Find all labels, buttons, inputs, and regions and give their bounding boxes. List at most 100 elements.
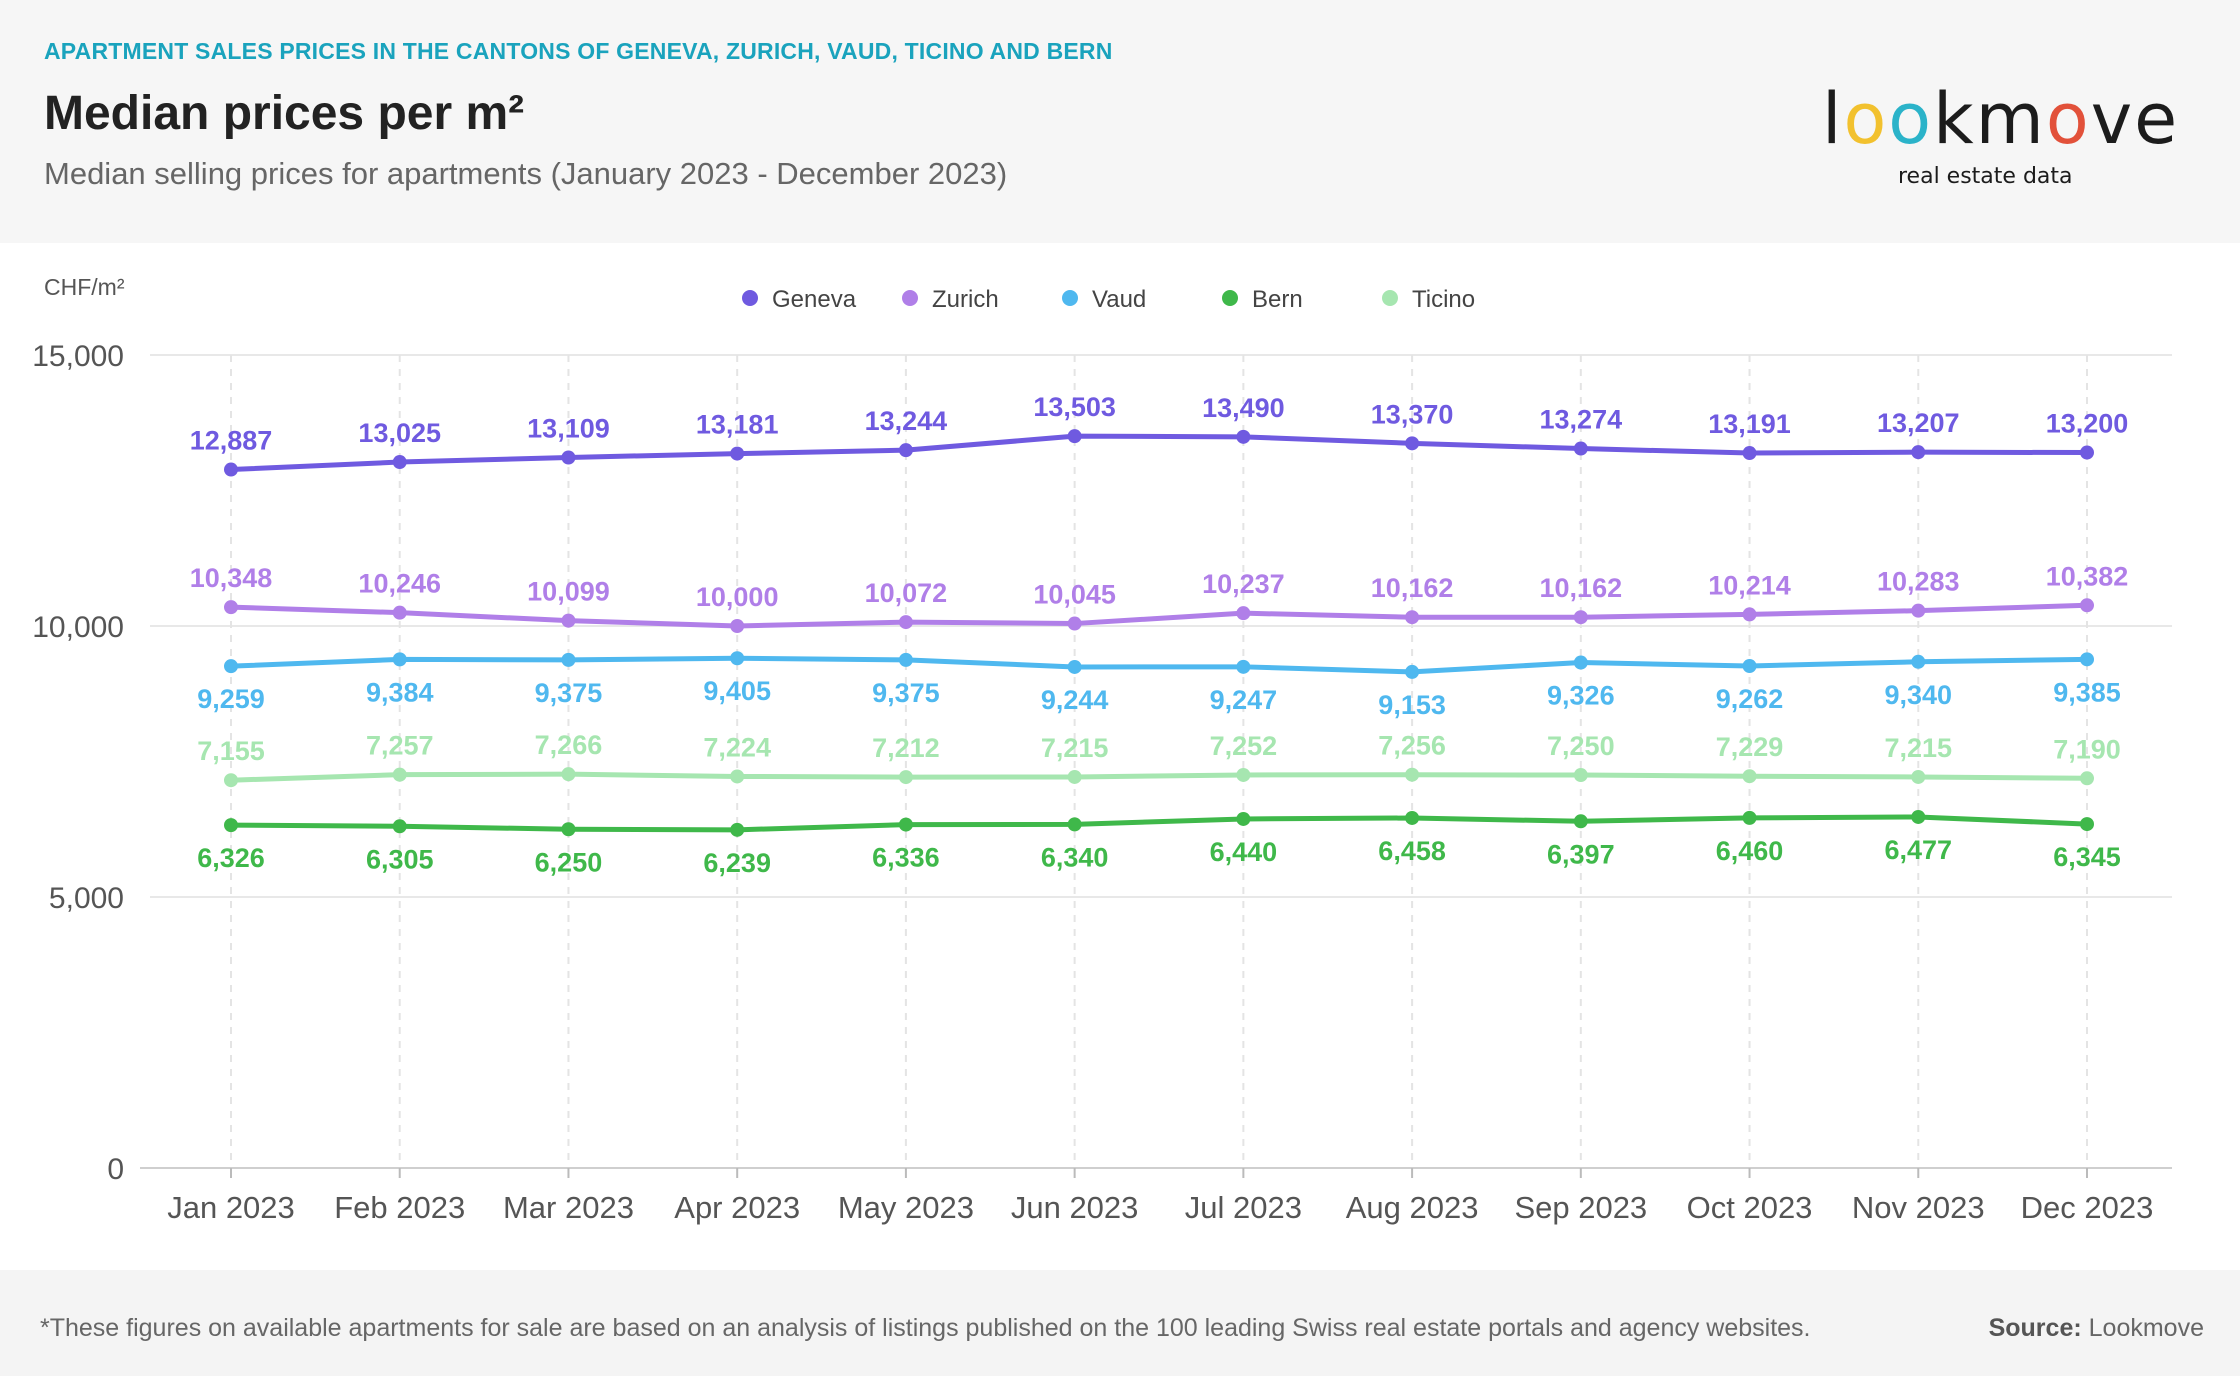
data-point [1573,768,1588,783]
data-point [1573,655,1588,670]
legend-label: Geneva [772,286,857,313]
data-point [730,446,745,461]
logo-letter: v [2090,78,2135,160]
data-label: 13,244 [865,406,948,436]
data-point [1742,769,1757,784]
data-label: 13,274 [1540,405,1623,435]
data-point [1067,659,1082,674]
header: APARTMENT SALES PRICES IN THE CANTONS OF… [0,0,2240,243]
source-label: Source: [1988,1314,2082,1342]
y-tick-label: 10,000 [32,611,124,644]
line-chart: 0 5,000 10,000 15,000 Jan 2023 Feb 2023 Mar 20… [32,274,2172,1225]
footer: *These figures on available apartments f… [0,1270,2240,1376]
data-point [1067,429,1082,444]
data-label: 9,326 [1547,681,1615,711]
data-label: 7,155 [197,736,265,766]
data-point [224,462,238,477]
chart-subtitle: Median selling prices for apartments (Ja… [44,156,1008,191]
legend-label: Ticino [1412,286,1475,313]
data-label: 10,246 [358,569,441,599]
data-point [1405,767,1420,782]
data-label: 7,252 [1210,731,1278,761]
data-label: 10,348 [190,563,273,593]
data-point [1573,441,1588,456]
data-point [1067,769,1082,784]
data-label: 9,244 [1041,685,1109,715]
source-value: Lookmove [2088,1314,2204,1342]
x-tick-label: Nov 2023 [1852,1190,1985,1225]
data-label: 13,207 [1877,408,1960,438]
data-label: 7,224 [703,732,771,762]
data-label: 13,370 [1371,399,1454,429]
y-tick-label: 5,000 [49,882,124,915]
data-label: 9,405 [703,676,771,706]
data-label: 13,490 [1202,393,1285,423]
data-label: 9,384 [366,677,434,707]
data-label: 13,025 [358,418,441,448]
chart-supertitle: APARTMENT SALES PRICES IN THE CANTONS OF… [44,38,1113,64]
data-point [392,819,407,834]
series-line [228,602,2090,629]
series-line [228,433,2090,473]
data-point [1067,616,1082,631]
data-label: 6,458 [1378,836,1446,866]
data-label: 13,503 [1033,392,1116,422]
data-point [1236,429,1251,444]
data-point [224,600,238,615]
data-label: 13,200 [2046,409,2129,439]
data-point [730,651,745,666]
data-point [224,659,238,674]
x-tick-label: Oct 2023 [1687,1190,1813,1225]
data-label: 10,162 [1540,573,1623,603]
x-tick-label: Jan 2023 [167,1190,295,1225]
logo-letter: l [1822,78,1844,160]
data-point [2080,771,2094,786]
data-label: 9,153 [1378,690,1446,720]
data-point [1742,658,1757,673]
data-label: 9,375 [535,678,603,708]
data-point [561,767,576,782]
x-tick-label: Jun 2023 [1011,1190,1139,1225]
logo-tagline: real estate data [1898,164,2073,189]
data-label: 10,382 [2046,561,2129,591]
data-point [1405,610,1420,625]
legend-marker [742,290,758,306]
data-point [1911,769,1926,784]
data-point [2080,598,2094,613]
data-label: 9,375 [872,678,940,708]
data-label: 7,250 [1547,731,1615,761]
legend-marker [1382,290,1398,306]
data-point [392,652,407,667]
data-point [730,769,745,784]
legend-label: Bern [1252,286,1303,313]
x-tick-label: Jul 2023 [1185,1190,1302,1225]
data-label: 7,229 [1716,732,1784,762]
data-label: 10,099 [527,577,610,607]
data-label: 7,257 [366,731,434,761]
data-point [224,818,238,833]
data-label: 6,345 [2053,842,2121,872]
legend-label: Vaud [1092,286,1146,313]
data-label: 7,215 [1884,733,1952,763]
data-label: 7,266 [535,730,603,760]
data-label: 9,385 [2053,677,2121,707]
data-point [1236,659,1251,674]
legend-label: Zurich [932,286,999,313]
logo-letter: o [2045,78,2091,160]
logo-wordmark: lookmove [1822,84,2177,154]
data-point [1236,606,1251,621]
data-point [1742,810,1757,825]
y-axis-label: CHF/m² [44,274,125,300]
data-point [561,822,576,837]
data-point [1573,814,1588,829]
data-label: 10,072 [865,578,948,608]
legend-marker [1222,290,1238,306]
source-credit: Source: Lookmove [1989,1314,2204,1343]
data-label: 13,181 [696,410,779,440]
data-point [1405,810,1420,825]
x-tick-label: Sep 2023 [1514,1190,1647,1225]
chart-area: 0 5,000 10,000 15,000 Jan 2023 Feb 2023 Mar 20… [0,243,2240,1270]
lookmove-logo: lookmove real estate data [1822,84,2177,194]
x-tick-label: Dec 2023 [2021,1190,2154,1225]
logo-letter: e [2134,78,2180,160]
